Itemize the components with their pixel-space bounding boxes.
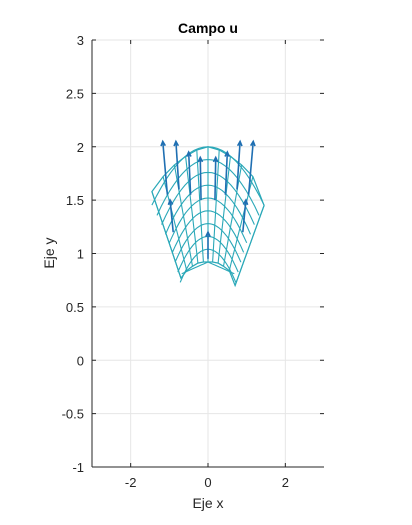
vector-arrow (167, 198, 174, 233)
vector-arrow (185, 150, 192, 195)
y-tick-label: 2.5 (66, 86, 84, 101)
arrow-shaft (169, 200, 174, 233)
y-tick-label: 0 (77, 353, 84, 368)
mesh-v-line (217, 156, 231, 264)
y-tick-label: 1 (77, 247, 84, 262)
arrow-shaft (236, 141, 241, 190)
vector-arrows (160, 139, 256, 259)
chart-title: Campo u (178, 20, 238, 36)
y-tick-label: 3 (77, 33, 84, 48)
mesh-v-line (173, 164, 194, 267)
arrow-shaft (242, 200, 247, 233)
mesh-v-line (222, 164, 243, 267)
mesh-boundary (151, 146, 265, 288)
x-tick-label: -2 (125, 475, 137, 490)
y-axis-label: Eje y (41, 237, 57, 268)
vector-arrow (173, 139, 180, 190)
x-axis-label: Eje x (192, 495, 223, 511)
arrow-head (236, 139, 243, 147)
vector-arrow (242, 198, 249, 233)
arrow-head (185, 150, 192, 157)
vector-arrow (247, 139, 256, 195)
arrow-head (242, 198, 249, 206)
arrow-shaft (161, 141, 169, 195)
y-tick-label: 2 (77, 140, 84, 155)
vector-arrow (205, 230, 211, 259)
y-tick-label: 1.5 (66, 193, 84, 208)
arrow-head (205, 230, 211, 238)
y-tick-labels: -1 -0.5 0 0.5 1 1.5 2 2.5 3 (62, 33, 84, 475)
arrow-shaft (175, 141, 180, 190)
y-tick-label: -0.5 (62, 407, 84, 422)
arrow-shaft (199, 157, 202, 201)
x-tick-label: 0 (204, 475, 211, 490)
vector-arrow (212, 155, 219, 201)
axes-frame (91, 39, 324, 468)
arrow-head (249, 139, 256, 147)
x-tick-labels: -2 0 2 (125, 475, 289, 490)
arrow-shaft (247, 141, 255, 195)
arrow-head (167, 198, 174, 206)
mesh-v-line (196, 149, 204, 263)
arrow-head (212, 155, 219, 163)
arrow-head (197, 155, 204, 163)
y-tick-label: -1 (72, 460, 84, 475)
arrow-head (173, 139, 180, 147)
arrow-shaft (187, 152, 192, 195)
vector-arrow (160, 139, 169, 195)
mesh-v-line (212, 149, 220, 263)
vector-arrow (224, 150, 231, 195)
arrow-head (224, 150, 231, 157)
arrow-head (160, 139, 167, 147)
vector-arrow (236, 139, 243, 190)
mesh-v-line (185, 156, 199, 264)
y-tick-label: 0.5 (66, 300, 84, 315)
x-tick-label: 2 (282, 475, 289, 490)
arrow-shaft (214, 157, 217, 201)
vector-arrow (197, 155, 204, 201)
arrow-shaft (224, 152, 229, 195)
